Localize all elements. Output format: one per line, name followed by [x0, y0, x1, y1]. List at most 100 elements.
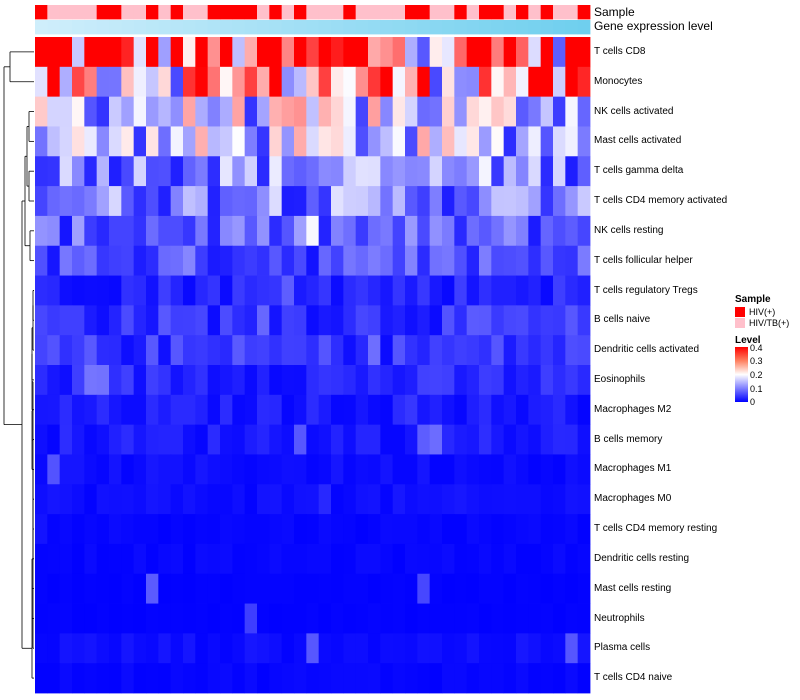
heatmap-cell: [442, 66, 455, 98]
heatmap-cell: [442, 37, 455, 68]
heatmap-cell: [540, 365, 554, 396]
heatmap-cell: [47, 245, 61, 276]
heatmap-cell: [392, 186, 406, 217]
heatmap-cell: [466, 305, 480, 336]
heatmap-cell: [503, 275, 517, 306]
heatmap-cell: [368, 215, 381, 247]
heatmap-cell: [133, 156, 147, 187]
row-label: Mast cells resting: [594, 582, 672, 594]
heatmap-cell: [146, 96, 159, 127]
heatmap-cell: [577, 514, 591, 545]
heatmap-cell: [429, 424, 443, 455]
heatmap-cell: [232, 186, 246, 217]
heatmap-cell: [232, 365, 246, 396]
heatmap-cell: [466, 156, 480, 187]
heatmap-cell: [380, 543, 394, 575]
heatmap-cell: [170, 305, 184, 336]
heatmap-cell: [158, 126, 172, 157]
heatmap-cell: [368, 484, 381, 515]
heatmap-cell: [454, 663, 468, 694]
heatmap-cell: [318, 424, 332, 455]
heatmap-cell: [195, 275, 209, 306]
heatmap-cell: [170, 245, 184, 276]
heatmap-cell: [528, 156, 542, 187]
sample-cell: [565, 5, 579, 20]
heatmap-cell: [392, 37, 406, 68]
heatmap-cell: [121, 275, 135, 306]
heatmap-cell: [318, 543, 332, 575]
heatmap-cell: [528, 66, 542, 98]
sample-cell: [306, 5, 320, 20]
heatmap-cell: [466, 37, 480, 68]
heatmap-cell: [392, 66, 406, 98]
heatmap-cell: [491, 603, 505, 634]
heatmap-cell: [577, 186, 591, 217]
heatmap-cell: [516, 543, 529, 575]
heatmap-cell: [491, 394, 505, 426]
heatmap-cell: [269, 186, 283, 217]
heatmap-cell: [331, 186, 344, 217]
heatmap-cell: [183, 37, 196, 68]
heatmap-cell: [133, 514, 147, 545]
heatmap-cell: [59, 663, 73, 694]
expression-cell: [331, 20, 344, 35]
heatmap-cell: [503, 633, 517, 664]
heatmap-cell: [429, 484, 443, 515]
heatmap-cell: [146, 603, 159, 634]
heatmap-cell: [96, 514, 110, 545]
heatmap-cell: [183, 156, 196, 187]
heatmap-cell: [503, 394, 517, 426]
heatmap-cell: [429, 365, 443, 396]
heatmap-cell: [170, 543, 184, 575]
heatmap-cell: [331, 126, 344, 157]
heatmap-cell: [417, 215, 431, 247]
heatmap-cell: [146, 573, 159, 604]
heatmap-cell: [59, 96, 73, 127]
heatmap-cell: [244, 245, 258, 276]
heatmap-cell: [59, 66, 73, 98]
heatmap-cell: [72, 335, 85, 366]
heatmap-cell: [220, 603, 233, 634]
heatmap-cell: [405, 275, 418, 306]
heatmap-cell: [417, 156, 431, 187]
heatmap-cell: [503, 215, 517, 247]
heatmap-cell: [232, 394, 246, 426]
heatmap-cell: [220, 454, 233, 485]
heatmap-cell: [195, 37, 209, 68]
level-tick-0.4: 0.4: [750, 343, 763, 353]
heatmap-cell: [47, 543, 61, 575]
heatmap-cell: [84, 305, 98, 336]
heatmap-cell: [207, 365, 221, 396]
heatmap-cell: [405, 663, 418, 694]
heatmap-cell: [244, 156, 258, 187]
heatmap-cell: [491, 66, 505, 98]
heatmap-cell: [392, 454, 406, 485]
heatmap-cell: [343, 335, 357, 366]
heatmap-cell: [35, 335, 48, 366]
sample-cell: [380, 5, 394, 20]
heatmap-cell: [232, 663, 246, 694]
heatmap-cell: [59, 394, 73, 426]
heatmap-cell: [146, 215, 159, 247]
row-label: Monocytes: [594, 75, 643, 87]
heatmap-cell: [47, 156, 61, 187]
heatmap-cell: [516, 394, 529, 426]
heatmap-cell: [331, 663, 344, 694]
heatmap-cell: [281, 454, 295, 485]
heatmap-cell: [35, 305, 48, 336]
sample-cell: [503, 5, 517, 20]
heatmap-cell: [540, 275, 554, 306]
heatmap-cell: [466, 543, 480, 575]
heatmap-cell: [442, 305, 455, 336]
heatmap-cell: [442, 633, 455, 664]
heatmap-cell: [355, 573, 369, 604]
heatmap-cell: [244, 603, 258, 634]
heatmap-cell: [405, 66, 418, 98]
heatmap-cell: [503, 126, 517, 157]
heatmap-cell: [244, 514, 258, 545]
heatmap-cell: [35, 454, 48, 485]
sample-cell: [257, 5, 270, 20]
heatmap-cell: [343, 484, 357, 515]
heatmap-cell: [516, 156, 529, 187]
heatmap-cell: [405, 156, 418, 187]
